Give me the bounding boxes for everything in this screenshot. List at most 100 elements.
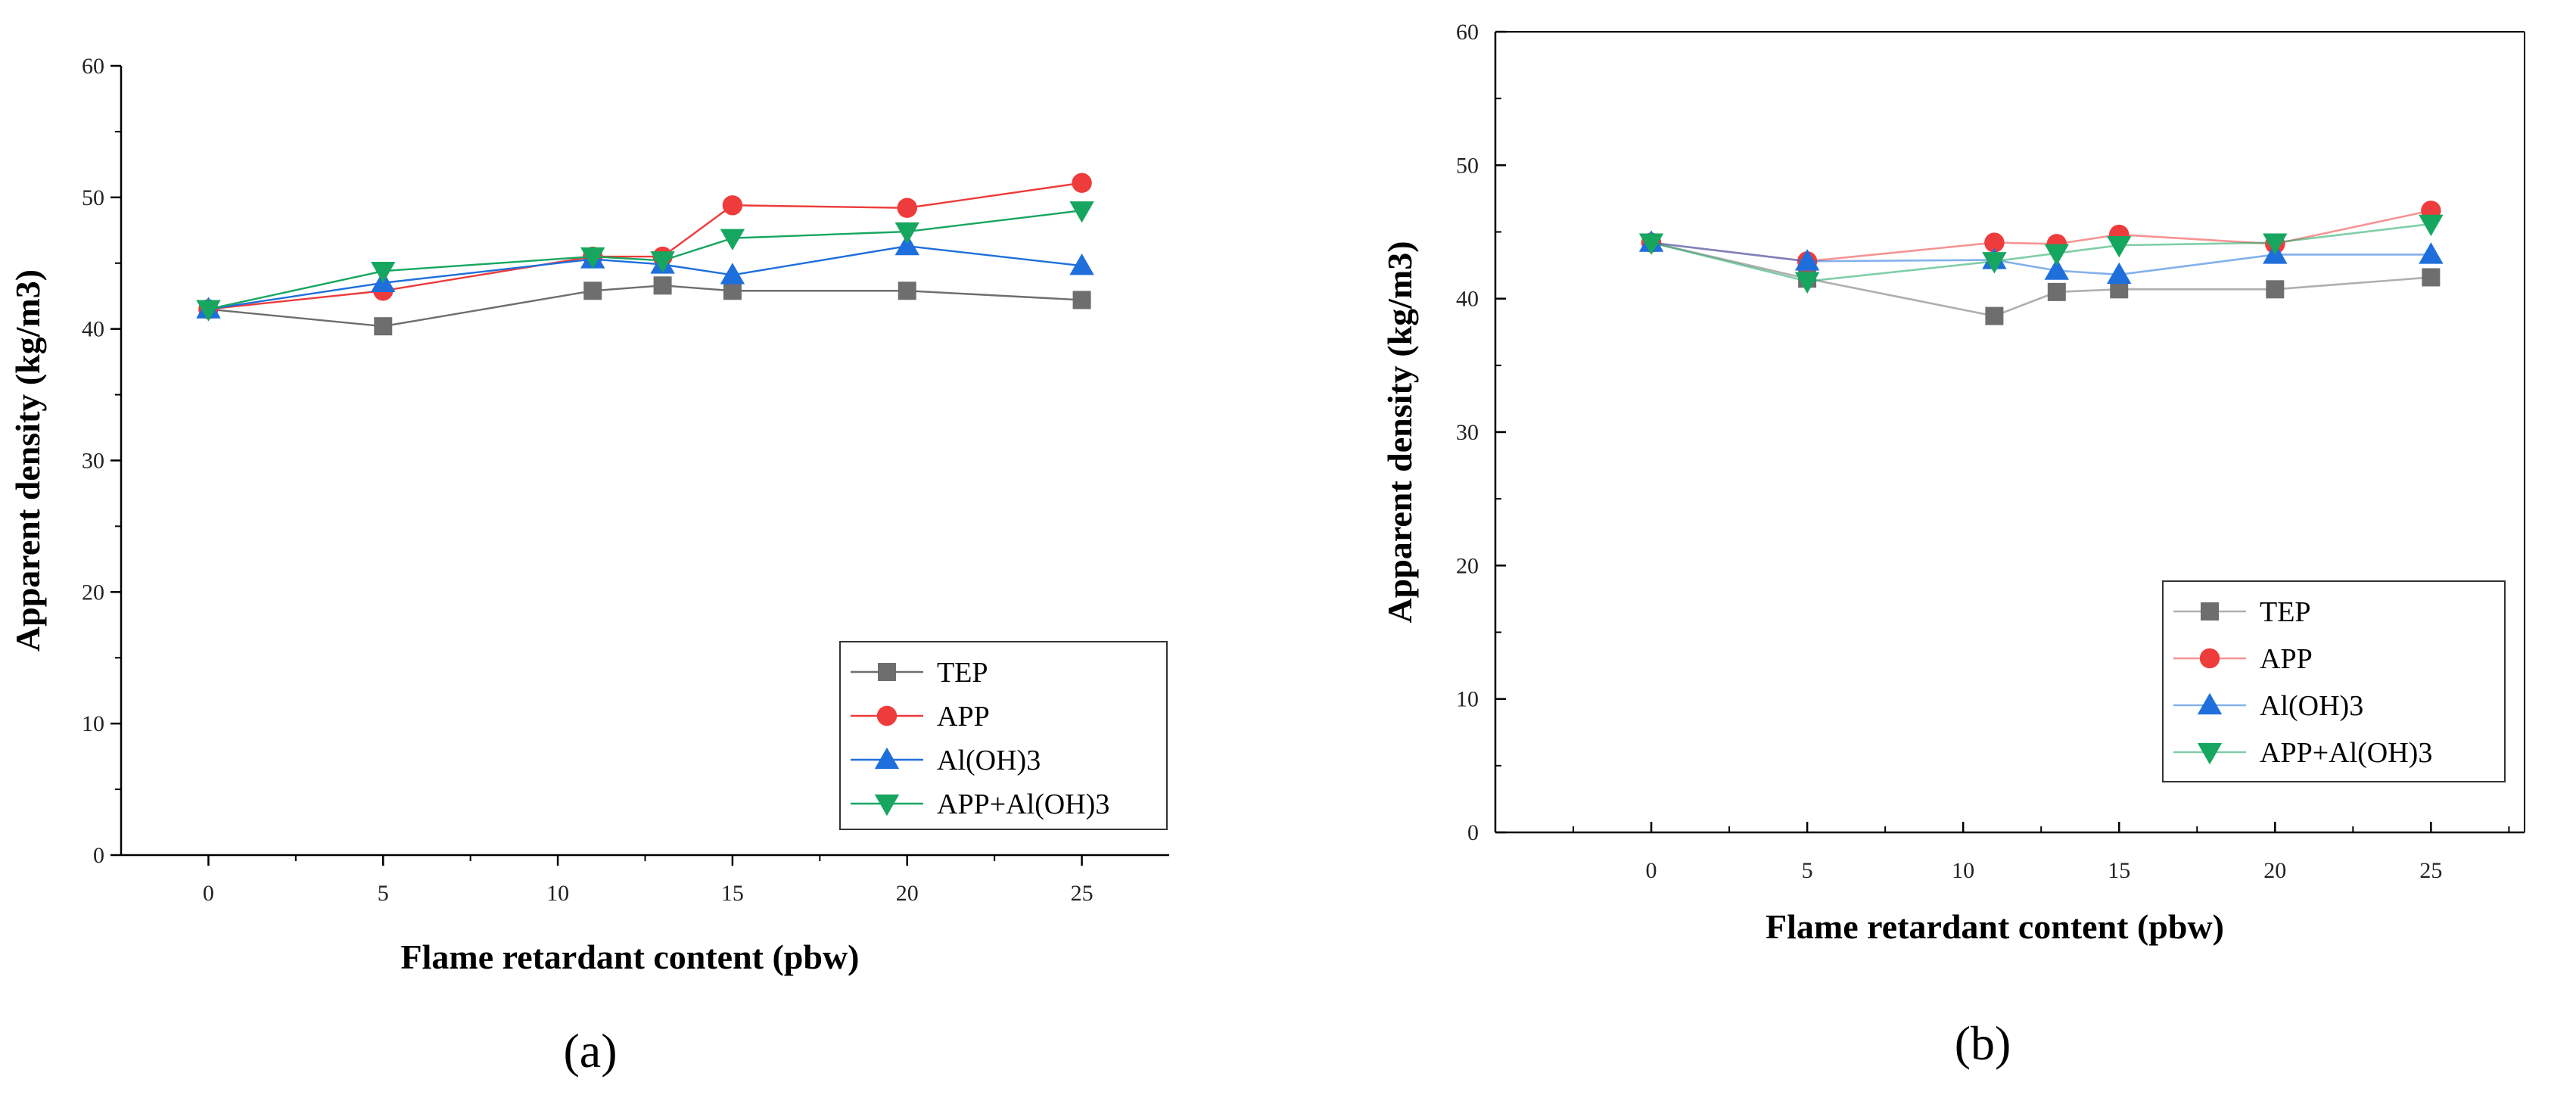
y-tick-label: 50 xyxy=(82,185,104,210)
data-point xyxy=(1072,173,1092,193)
series-app_aloh3 xyxy=(196,201,1094,322)
data-point xyxy=(2266,280,2285,299)
legend-label: APP xyxy=(937,701,990,733)
y-tick-label: 30 xyxy=(1456,420,1479,445)
series-aloh3 xyxy=(1638,230,2444,285)
x-tick-label: 10 xyxy=(546,881,569,906)
legend-label: APP+Al(OH)3 xyxy=(937,789,1109,820)
legend-label: Al(OH)3 xyxy=(937,745,1041,776)
data-point xyxy=(374,317,393,336)
legend: TEP APP Al(OH)3 APP+Al(OH)3 xyxy=(2162,580,2506,782)
data-point xyxy=(1982,252,2007,274)
legend-marker xyxy=(876,705,898,726)
data-point xyxy=(1072,291,1091,309)
series-line xyxy=(208,210,1082,310)
series-app_aloh3 xyxy=(1638,214,2444,294)
x-tick-label: 20 xyxy=(896,881,919,906)
legend-label: Al(OH)3 xyxy=(2260,690,2363,722)
legend-marker xyxy=(874,794,900,817)
series-tep xyxy=(1642,233,2441,325)
data-point xyxy=(720,229,745,250)
data-point xyxy=(1069,201,1094,223)
x-tick-label: 25 xyxy=(1071,881,1094,906)
data-point xyxy=(650,251,675,273)
y-tick-label: 50 xyxy=(1456,153,1479,178)
legend-item: APP+Al(OH)3 xyxy=(851,789,1109,820)
legend-marker xyxy=(2197,692,2223,715)
legend-label: TEP xyxy=(2260,596,2311,628)
series-line xyxy=(1650,222,2431,283)
legend-item: TEP xyxy=(851,657,988,689)
data-point xyxy=(894,222,919,244)
data-point xyxy=(898,281,916,300)
legend-item: Al(OH)3 xyxy=(2173,690,2363,722)
legend-label: TEP xyxy=(937,657,988,689)
data-point xyxy=(1794,249,1820,271)
data-point xyxy=(720,263,745,285)
data-point xyxy=(2044,244,2070,266)
legend-marker xyxy=(2197,742,2223,765)
y-tick-label: 60 xyxy=(82,54,104,79)
x-axis-title: Flame retardant content (pbw) xyxy=(401,938,860,976)
y-tick-label: 10 xyxy=(1456,687,1479,712)
y-tick-label: 20 xyxy=(82,580,104,605)
legend-marker xyxy=(2199,648,2220,669)
y-tick-label: 60 xyxy=(1456,20,1479,45)
legend-item: APP xyxy=(851,701,990,733)
x-axis-title: Flame retardant content (pbw) xyxy=(1766,907,2224,946)
x-tick-label: 10 xyxy=(1952,858,1974,883)
series-line xyxy=(1650,241,2431,317)
series-line xyxy=(208,244,1082,310)
data-point xyxy=(1069,254,1094,275)
x-tick-label: 15 xyxy=(721,881,744,906)
data-point xyxy=(1985,306,2004,325)
y-tick-label: 10 xyxy=(82,711,104,736)
data-point xyxy=(580,247,605,269)
y-tick-label: 30 xyxy=(82,449,104,474)
series-aloh3 xyxy=(196,233,1094,319)
data-point xyxy=(196,300,221,322)
y-tick-label: 40 xyxy=(1456,287,1479,312)
data-point xyxy=(1794,272,1820,294)
data-point xyxy=(583,281,602,300)
x-tick-label: 25 xyxy=(2419,858,2442,883)
x-tick-label: 20 xyxy=(2263,858,2286,883)
series-tep xyxy=(199,276,1091,336)
data-point xyxy=(2419,242,2444,264)
legend-item: Al(OH)3 xyxy=(851,745,1041,776)
x-tick-label: 15 xyxy=(2108,858,2130,883)
legend-marker xyxy=(878,663,896,681)
x-tick-label: 5 xyxy=(378,881,389,906)
data-point xyxy=(371,262,396,284)
data-point xyxy=(2044,258,2070,280)
legend-marker xyxy=(2201,602,2219,621)
y-axis-title: Apparent density (kg/m3) xyxy=(1380,241,1419,623)
data-point xyxy=(2422,268,2441,287)
series-app xyxy=(1641,201,2441,272)
legend-label: APP xyxy=(2260,643,2313,675)
data-point xyxy=(653,276,672,295)
data-point xyxy=(2419,214,2444,237)
legend-item: TEP xyxy=(2173,596,2311,628)
data-point xyxy=(894,233,919,256)
y-tick-label: 40 xyxy=(82,317,104,342)
x-tick-label: 0 xyxy=(203,881,214,906)
chart-panel-a: 0 10 20 30 40 50 60 0 5 10 15 20 25 Flame retardant c… xyxy=(8,54,1169,1078)
y-tick-label: 0 xyxy=(1467,820,1479,845)
legend: TEP APP Al(OH)3 APP+Al(OH)3 xyxy=(839,641,1168,830)
legend-item: APP xyxy=(2173,643,2313,675)
y-tick-label: 20 xyxy=(1456,553,1479,578)
legend-item: APP+Al(OH)3 xyxy=(2173,737,2432,769)
legend-label: APP+Al(OH)3 xyxy=(2260,737,2432,769)
data-point xyxy=(2047,282,2066,301)
data-point xyxy=(2263,233,2288,255)
data-point xyxy=(2107,262,2132,285)
data-point xyxy=(722,195,743,216)
series-app xyxy=(198,173,1092,319)
data-point xyxy=(897,198,917,218)
x-tick-label: 5 xyxy=(1802,858,1813,883)
y-tick-label: 0 xyxy=(93,843,104,868)
chart-panel-b: 0 10 20 30 40 50 60 0 5 10 15 20 25 Flame retardant c… xyxy=(1380,20,2525,1070)
x-tick-label: 0 xyxy=(1646,858,1657,883)
